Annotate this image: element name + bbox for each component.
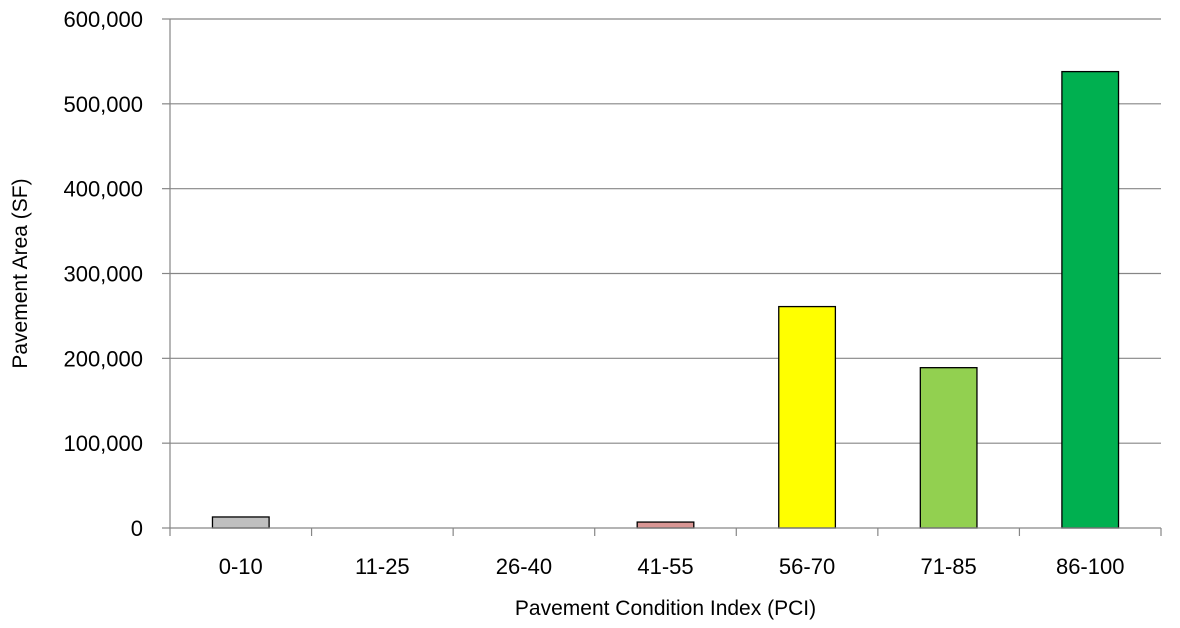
y-tick-label: 500,000 — [63, 92, 143, 117]
bar-86-100 — [1061, 70, 1120, 529]
y-tick-label: 400,000 — [63, 177, 143, 202]
bar-71-85 — [919, 367, 978, 529]
axes — [169, 19, 1161, 529]
y-tick-label: 300,000 — [63, 262, 143, 287]
x-tick-labels: 0-10 11-25 26-40 41-55 56-70 71-85 86-100 — [219, 554, 1125, 579]
gridlines — [162, 18, 1162, 536]
y-tick-labels: 0 100,000 200,000 300,000 400,000 500,000 600,… — [63, 7, 143, 541]
x-tick-label: 0-10 — [219, 554, 263, 579]
y-tick-label: 100,000 — [63, 431, 143, 456]
bar-0-10 — [211, 516, 270, 529]
y-axis-label: Pavement Area (SF) — [9, 178, 32, 368]
x-tick-label: 56-70 — [779, 554, 835, 579]
y-tick-label: 200,000 — [63, 346, 143, 371]
x-tick-label: 41-55 — [637, 554, 693, 579]
bar-56-70 — [778, 305, 837, 529]
bar-41-55 — [636, 521, 695, 529]
x-axis-label: Pavement Condition Index (PCI) — [515, 597, 816, 620]
x-tick-label: 11-25 — [355, 554, 410, 579]
bars — [211, 70, 1120, 529]
y-tick-label: 600,000 — [63, 7, 143, 32]
x-tick-label: 86-100 — [1056, 554, 1125, 579]
x-tick-label: 71-85 — [921, 554, 977, 579]
y-tick-label: 0 — [131, 516, 143, 541]
x-tick-label: 26-40 — [496, 554, 552, 579]
